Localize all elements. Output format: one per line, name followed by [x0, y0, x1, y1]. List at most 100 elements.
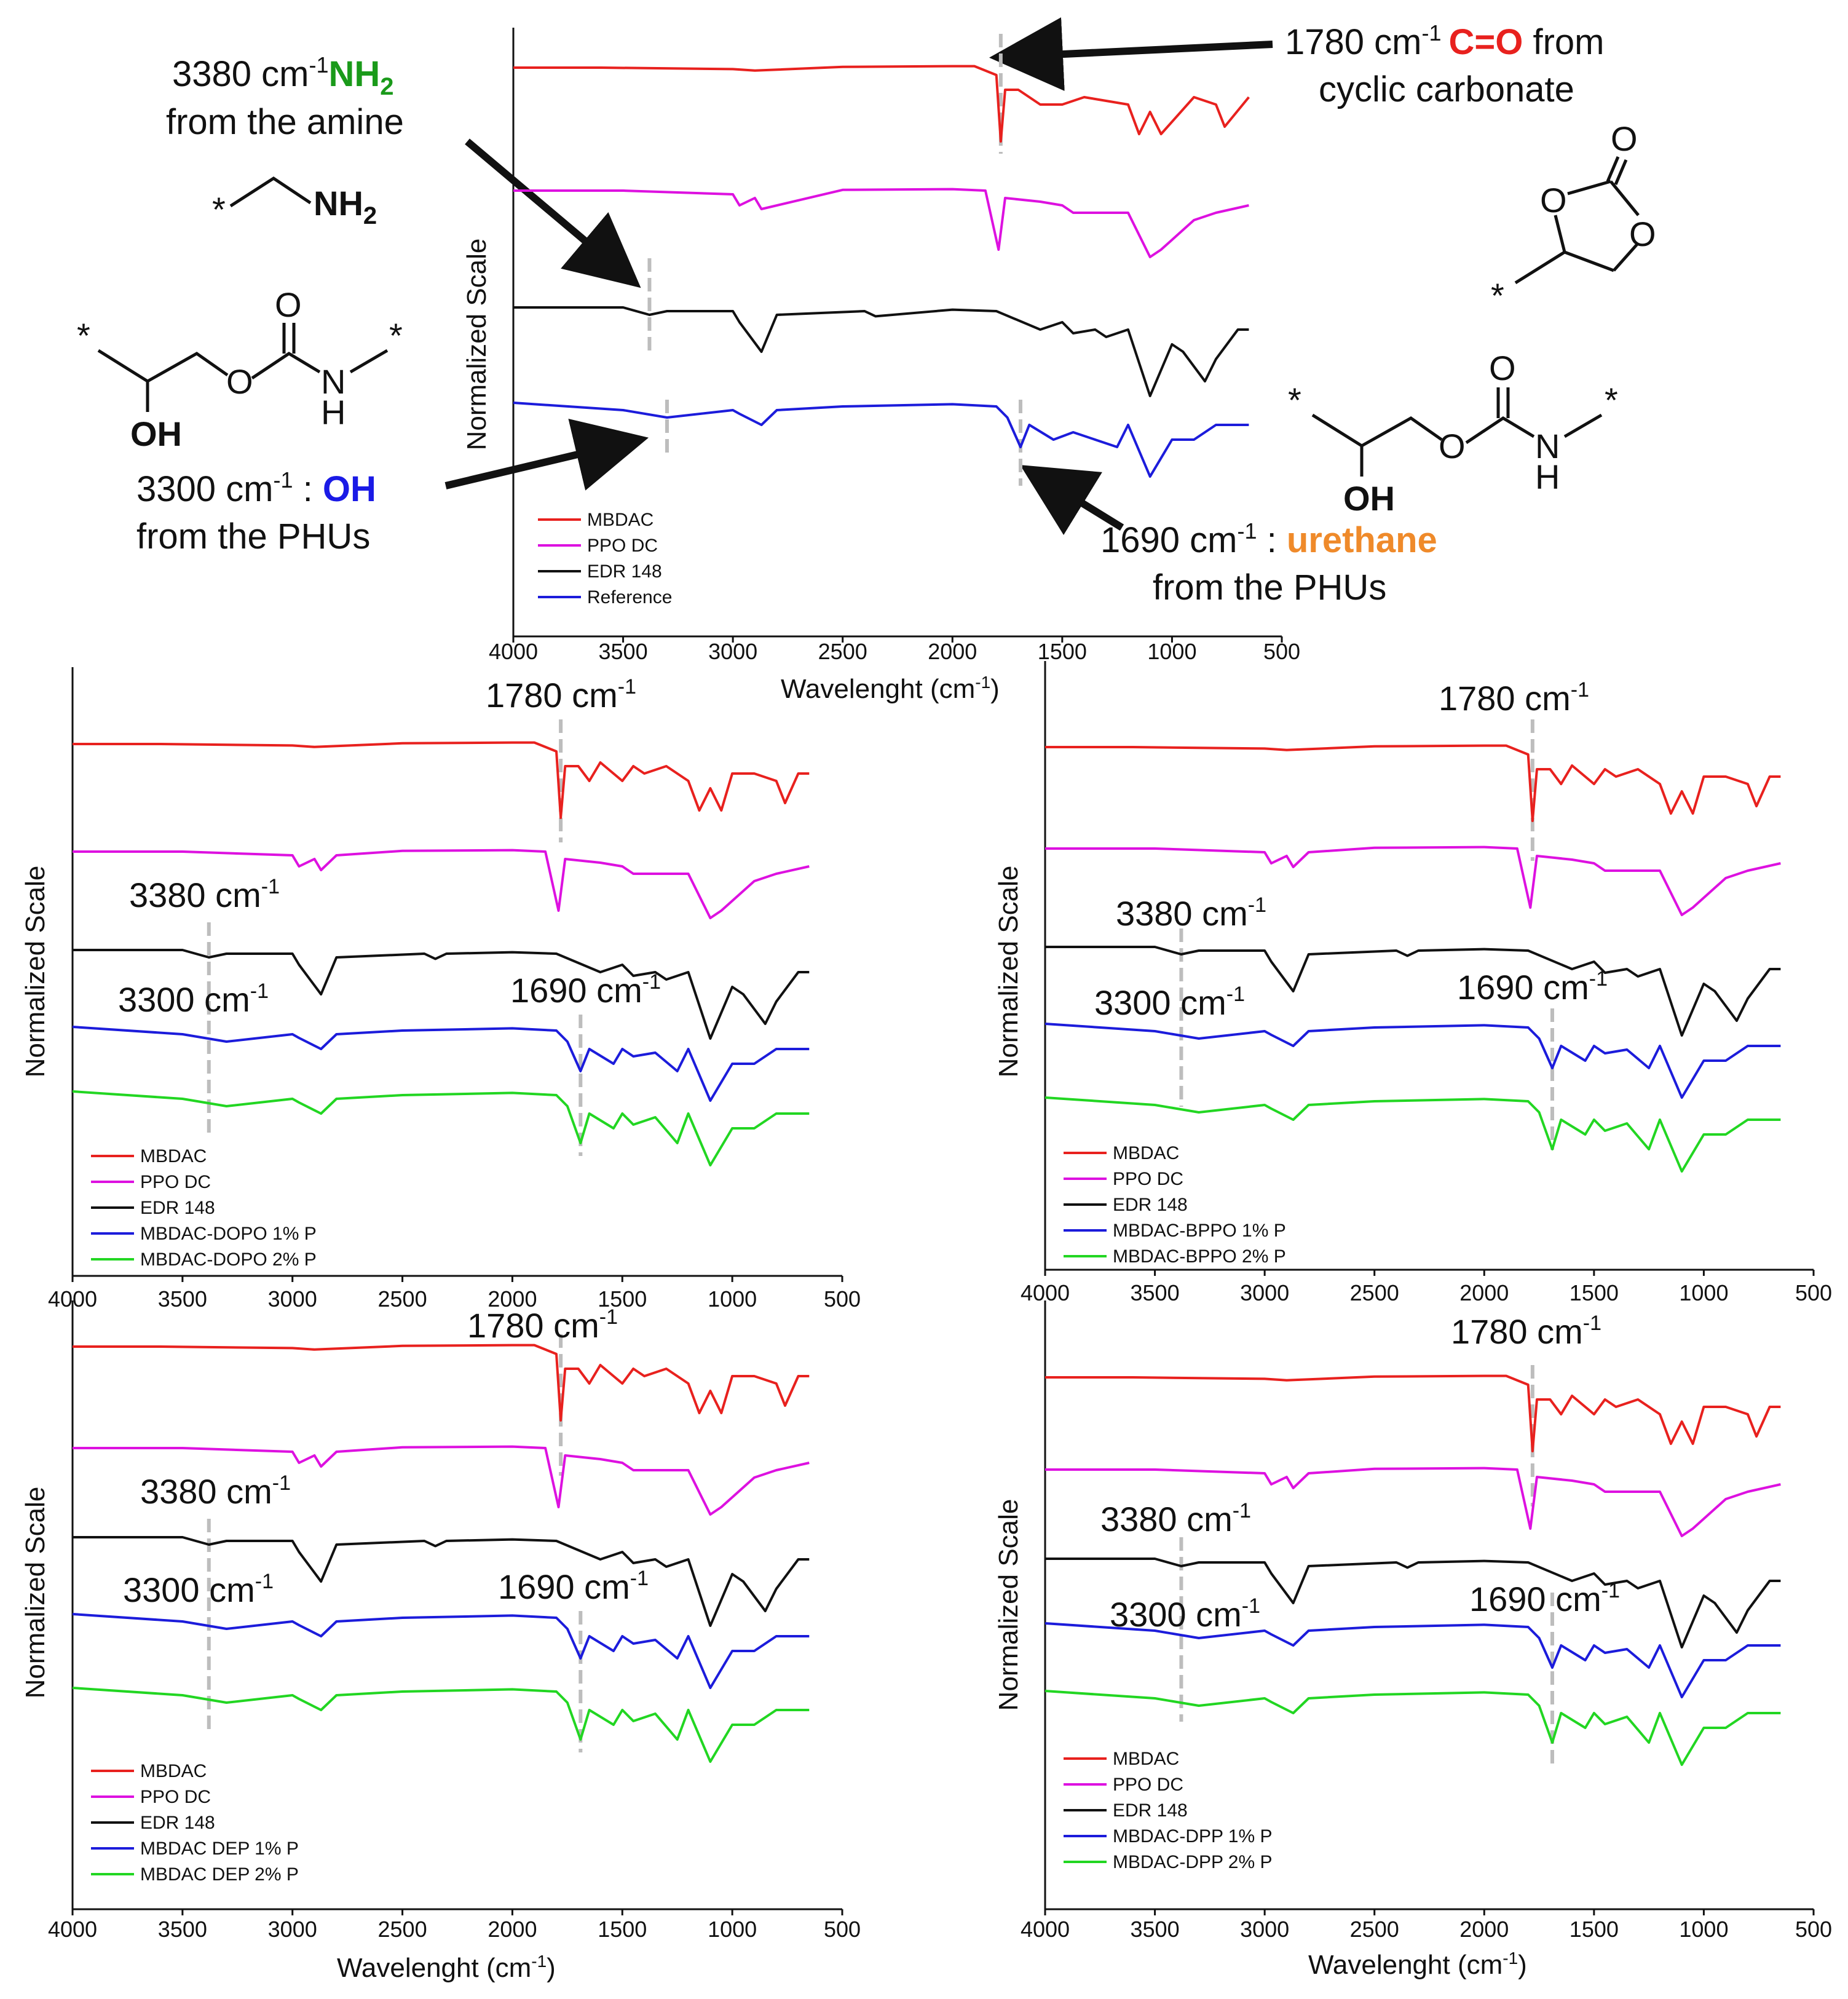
x-axis-label: Wavelenght (cm-1)	[337, 1952, 556, 1983]
svg-text:3380 cm-1NH2: 3380 cm-1NH2	[172, 52, 394, 100]
legend-label: EDR 148	[140, 1198, 215, 1218]
series-line-ppo-dc	[1045, 1467, 1781, 1537]
legend-label: EDR 148	[1113, 1195, 1188, 1215]
structure-phu-left: * OH O O N H *	[77, 285, 403, 453]
structure-phu-left-oh: OH	[130, 414, 182, 453]
legend-label: MBDAC-DPP 2% P	[1113, 1852, 1273, 1872]
chart-dpp: 4000 3500 3000 2500 2000 1500 1000 500 Normalize…	[993, 1300, 1832, 1980]
callout-oh-group: OH	[323, 469, 376, 509]
callout-co-group: C=O	[1448, 22, 1523, 62]
arrow-co	[989, 17, 1273, 91]
x-tick-label: 4000	[48, 1917, 97, 1942]
series-line-mbdac-dep-2-p	[72, 1687, 810, 1763]
structure-carbonate-carbonyl-o: O	[1611, 119, 1638, 158]
structure-amine-nh: NH	[314, 184, 363, 223]
x-tick-label: 3000	[1240, 1280, 1289, 1305]
series-line-mbdac	[73, 1344, 810, 1422]
series-line-edr-148	[1045, 1558, 1781, 1649]
x-tick-label: 4000	[1021, 1917, 1070, 1942]
callout-urethane-group: urethane	[1287, 520, 1437, 560]
structure-carbonate-star: *	[1491, 276, 1504, 315]
series-line-mbdac-bppo-2-p	[1044, 1096, 1781, 1173]
x-tick-label: 1000	[1679, 1280, 1728, 1305]
callout-co-wavenumber: 1780 cm	[1285, 22, 1421, 62]
peak-annotation: 3300 cm-1	[123, 1570, 274, 1609]
x-tick-label: 1500	[1570, 1917, 1619, 1942]
y-axis-label: Normalized Scale	[20, 1487, 50, 1699]
x-tick-label: 1000	[708, 1917, 757, 1942]
callout-co-line2: cyclic carbonate	[1319, 69, 1574, 109]
series-line-ppo-dc	[513, 188, 1249, 258]
legend-label: MBDAC-BPPO 1% P	[1113, 1221, 1286, 1241]
legend-label: MBDAC	[140, 1761, 207, 1781]
svg-text:1690 cm-1 : urethane: 1690 cm-1 : urethane	[1100, 518, 1437, 560]
legend-label: Reference	[587, 587, 672, 608]
x-tick-label: 2500	[1350, 1280, 1399, 1305]
legend-label: PPO DC	[1113, 1169, 1183, 1189]
x-tick-label: 2500	[378, 1917, 427, 1942]
callout-urethane-wavenumber: 1690 cm	[1100, 520, 1237, 560]
structure-phu-left-o: O	[226, 362, 253, 401]
peak-annotation: 1780 cm-1	[1451, 1312, 1601, 1351]
svg-text:1780 cm-1C=O from: 1780 cm-1 C=O from	[1285, 20, 1604, 62]
callout-urethane-sup: -1	[1237, 518, 1257, 544]
peak-annotation: 3380 cm-1	[1116, 893, 1266, 933]
series-line-mbdac	[513, 65, 1250, 143]
legend-label: EDR 148	[1113, 1800, 1188, 1821]
x-tick-label: 1000	[1679, 1917, 1728, 1942]
peak-annotation: 1780 cm-1	[486, 675, 636, 714]
structure-phu-left-n: N	[321, 362, 346, 401]
series-line-mbdac-bppo-1-p	[1044, 1023, 1781, 1099]
structure-phu-right-star2: *	[1605, 381, 1618, 419]
series-line-ppo-dc	[73, 849, 810, 919]
callout-co-tail: from	[1523, 22, 1604, 62]
callout-nh2: 3380 cm-1NH2 from the amine	[166, 52, 404, 142]
series-line-reference	[513, 402, 1249, 478]
legend-label: PPO DC	[1113, 1775, 1183, 1795]
callout-oh-line2: from the PHUs	[136, 517, 370, 556]
legend-label: MBDAC	[587, 510, 654, 530]
x-tick-label: 2500	[378, 1286, 427, 1312]
x-tick-label: 500	[1795, 1280, 1832, 1305]
legend-label: MBDAC	[1113, 1143, 1179, 1163]
structure-phu-right: * OH O O N H *	[1288, 349, 1618, 518]
callout-urethane-line2: from the PHUs	[1153, 568, 1386, 608]
structure-amine-sub: 2	[363, 202, 377, 229]
x-tick-label: 3500	[1131, 1280, 1180, 1305]
x-tick-label: 4000	[489, 639, 538, 664]
series-line-ppo-dc	[1045, 845, 1781, 916]
structure-cyclic-carbonate: O O O *	[1491, 119, 1656, 315]
x-axis-label: Wavelenght (cm-1)	[1308, 1949, 1527, 1980]
x-tick-label: 3000	[268, 1286, 317, 1312]
x-tick-label: 1000	[708, 1286, 757, 1312]
legend-label: PPO DC	[140, 1172, 211, 1192]
series-line-edr-148	[73, 1536, 810, 1627]
x-tick-label: 3000	[708, 639, 757, 664]
callout-nh2-line2: from the amine	[166, 102, 404, 142]
x-tick-label: 500	[824, 1917, 861, 1942]
callout-nh2-wavenumber: 3380 cm	[172, 54, 309, 94]
x-tick-label: 2500	[1350, 1917, 1399, 1942]
peak-annotation: 3300 cm-1	[1110, 1594, 1260, 1634]
chart-main: 4000 3500 3000 2500 2000 1500 1000 500 Normalize…	[462, 28, 1300, 704]
callout-urethane-sep: :	[1257, 520, 1286, 560]
x-tick-label: 1500	[598, 1286, 647, 1312]
x-tick-label: 500	[1263, 639, 1300, 664]
x-tick-label: 3000	[1240, 1917, 1289, 1942]
x-tick-label: 2000	[1459, 1280, 1509, 1305]
peak-annotation: 1690 cm-1	[1457, 967, 1608, 1007]
peak-annotation: 3300 cm-1	[118, 980, 269, 1019]
svg-text:NH2: NH2	[314, 184, 377, 229]
legend-label: PPO DC	[587, 536, 658, 556]
structure-phu-left-star2: *	[389, 316, 403, 355]
x-tick-label: 2500	[818, 639, 867, 664]
peak-annotation: 1780 cm-1	[467, 1305, 618, 1345]
x-axis-label: Wavelenght (cm-1)	[781, 673, 1000, 704]
peak-annotation: 3380 cm-1	[1100, 1499, 1251, 1538]
series-line-mbdac-dpp-2-p	[1044, 1690, 1781, 1766]
x-tick-label: 3500	[599, 639, 648, 664]
legend-label: EDR 148	[587, 561, 662, 582]
x-tick-label: 3000	[268, 1917, 317, 1942]
x-tick-label: 500	[824, 1286, 861, 1312]
series-line-mbdac	[1045, 1374, 1781, 1452]
